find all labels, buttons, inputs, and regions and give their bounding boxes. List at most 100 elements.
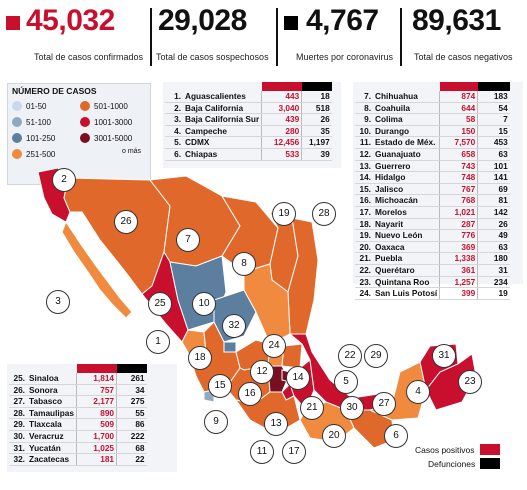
positive-cases: 1,338: [439, 252, 478, 265]
positive-cases: 7,570: [439, 136, 478, 149]
legend-more-note: o más: [122, 148, 142, 155]
map-label-10: 10: [192, 292, 216, 316]
state-name: Guerrero: [373, 160, 440, 173]
deaths: 63: [477, 241, 510, 254]
positive-cases: 644: [439, 102, 478, 115]
deaths: 81: [477, 194, 510, 207]
legend-deaths: Defunciones: [428, 458, 501, 469]
map-label-15: 15: [208, 374, 232, 398]
legend-item: 01-50: [12, 100, 46, 112]
legend-item: 3001-5000: [80, 132, 132, 144]
map-label-3: 3: [46, 290, 70, 314]
state-name: Coahuila: [373, 102, 440, 115]
map-label-12: 12: [250, 360, 274, 384]
state-name: Jalisco: [373, 183, 440, 196]
divider: [276, 8, 278, 66]
row-number: 11.: [355, 136, 373, 149]
state-name: Nayarit: [373, 218, 440, 231]
stat-label: Total de casos negativos: [414, 52, 513, 62]
state-name: CDMX: [183, 136, 262, 149]
deaths: 35: [301, 125, 332, 138]
state-name: Morelos: [373, 206, 440, 219]
row-number: 27.: [9, 395, 27, 408]
state-name: Puebla: [373, 252, 440, 265]
map-label-26: 26: [114, 210, 138, 234]
deaths: 234: [477, 276, 510, 289]
state-name: Estado de Méx.: [373, 136, 440, 149]
table-row: 5. CDMX 12,456 1,197: [165, 136, 332, 149]
row-number: 5.: [165, 136, 183, 149]
row-number: 17.: [355, 206, 373, 219]
stat-value: 45,032: [26, 4, 115, 37]
stat-negative: 89,631 Total de casos negativos: [408, 4, 526, 68]
table-row: 31. Yucatán 1,025 68: [9, 442, 147, 455]
state-name: Quintana Roo: [373, 276, 440, 289]
state-name: Querétaro: [373, 264, 440, 277]
table-row: 22. Querétaro 361 31: [355, 264, 510, 277]
deaths: 183: [477, 91, 510, 103]
divider: [400, 8, 402, 66]
deaths: 19: [477, 287, 510, 300]
map-label-7: 7: [176, 228, 200, 252]
positive-cases: 1,025: [76, 442, 117, 455]
positive-cases: 361: [439, 264, 478, 277]
state-name: Sonora: [27, 384, 77, 397]
confirmed-color-square: [6, 16, 20, 30]
deaths: 26: [477, 218, 510, 231]
state-name: Chihuahua: [373, 91, 440, 103]
row-number: 13.: [355, 160, 373, 173]
table-states-25-32: 25. Sinaloa 1,814 261 26. Sonora 757 34 27. Tabas…: [7, 364, 177, 472]
deaths: 275: [116, 395, 147, 408]
map-label-1: 1: [146, 330, 170, 354]
map-label-4: 4: [406, 380, 430, 404]
map-label-25: 25: [148, 292, 172, 316]
legend-item: 501-1000: [80, 100, 128, 112]
state-name: Yucatán: [27, 442, 77, 455]
deaths: 39: [301, 148, 332, 161]
state-name: Sinaloa: [27, 373, 77, 385]
table-row: 11. Estado de Méx. 7,570 453: [355, 136, 510, 149]
legend-label: 1001-3000: [94, 117, 133, 127]
table-states-7-24: 7. Chihuahua 874 183 8. Coahuila 644 54 9. Colima…: [353, 82, 523, 300]
positive-cases: 181: [76, 453, 117, 466]
row-number: 3.: [165, 113, 183, 126]
row-number: 18.: [355, 218, 373, 231]
table-row: 6. Chiapas 533 39: [165, 148, 332, 161]
positive-cases: 58: [439, 113, 478, 126]
state-name: Tlaxcala: [27, 418, 77, 431]
table-row: 20. Oaxaca 369 63: [355, 241, 510, 254]
map-label-17: 17: [282, 440, 306, 464]
divider: [150, 8, 152, 66]
deaths: 142: [477, 206, 510, 219]
state-name: Nuevo León: [373, 229, 440, 242]
table-row: 32. Zacatecas 181 22: [9, 453, 147, 466]
positive-cases: 768: [439, 194, 478, 207]
row-number: 28.: [9, 407, 27, 420]
stat-confirmed: 45,032 Total de casos confirmados: [6, 4, 154, 68]
table-row: 28. Tamaulipas 890 55: [9, 407, 147, 420]
deaths: 261: [116, 373, 147, 385]
deaths: 34: [116, 384, 147, 397]
state-campeche: [368, 361, 427, 421]
stat-value: 4,767: [306, 4, 379, 37]
map-label-8: 8: [232, 252, 256, 276]
deaths: 22: [116, 453, 147, 466]
legend-deaths-label: Defunciones: [428, 458, 476, 469]
row-number: 19.: [355, 229, 373, 242]
table-row: 21. Puebla 1,338 180: [355, 252, 510, 265]
deaths: 518: [301, 102, 332, 115]
row-number: 26.: [9, 384, 27, 397]
state-name: Durango: [373, 125, 440, 138]
row-number: 31.: [9, 442, 27, 455]
state-name: Baja California: [183, 102, 262, 115]
positive-cases: 1,021: [439, 206, 478, 219]
row-number: 21.: [355, 252, 373, 265]
map-label-24: 24: [262, 334, 286, 358]
positive-cases: 439: [261, 113, 302, 126]
deaths: 15: [477, 125, 510, 138]
positive-cases: 287: [439, 218, 478, 231]
legend-item: 251-500: [12, 148, 55, 160]
table-row: 19. Nuevo León 776 49: [355, 229, 510, 242]
legend-swatch: [12, 149, 22, 159]
